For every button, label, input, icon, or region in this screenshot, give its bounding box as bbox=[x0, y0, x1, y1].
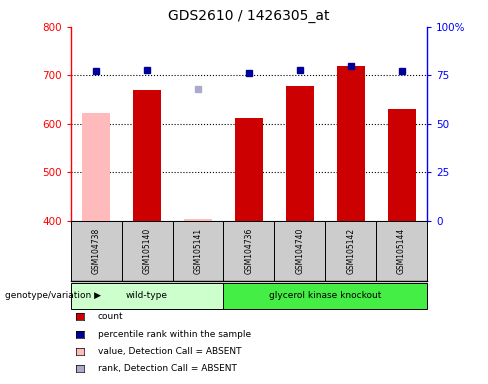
Bar bbox=[274, 221, 325, 281]
Bar bbox=[376, 221, 427, 281]
Text: percentile rank within the sample: percentile rank within the sample bbox=[98, 329, 251, 339]
Bar bbox=[387, 109, 416, 221]
Bar bbox=[133, 90, 161, 221]
Text: GSM104738: GSM104738 bbox=[92, 228, 101, 274]
Text: wild-type: wild-type bbox=[126, 291, 168, 300]
Bar bbox=[122, 221, 173, 281]
Bar bbox=[173, 221, 224, 281]
Bar bbox=[286, 86, 314, 221]
Title: GDS2610 / 1426305_at: GDS2610 / 1426305_at bbox=[168, 9, 329, 23]
Bar bbox=[71, 221, 122, 281]
Bar bbox=[82, 113, 110, 221]
Text: GSM105144: GSM105144 bbox=[397, 228, 406, 274]
Bar bbox=[224, 283, 427, 309]
Text: GSM105141: GSM105141 bbox=[193, 228, 203, 274]
Text: count: count bbox=[98, 312, 123, 321]
Bar bbox=[325, 221, 376, 281]
Bar bbox=[224, 221, 274, 281]
Text: GSM105140: GSM105140 bbox=[142, 228, 152, 274]
Text: glycerol kinase knockout: glycerol kinase knockout bbox=[269, 291, 382, 300]
Bar bbox=[184, 219, 212, 221]
Text: GSM104740: GSM104740 bbox=[295, 228, 305, 274]
Text: GSM104736: GSM104736 bbox=[244, 228, 253, 274]
Bar bbox=[71, 283, 224, 309]
Text: value, Detection Call = ABSENT: value, Detection Call = ABSENT bbox=[98, 347, 241, 356]
Text: genotype/variation ▶: genotype/variation ▶ bbox=[5, 291, 101, 300]
Bar bbox=[337, 66, 365, 221]
Text: GSM105142: GSM105142 bbox=[346, 228, 355, 274]
Text: rank, Detection Call = ABSENT: rank, Detection Call = ABSENT bbox=[98, 364, 237, 373]
Bar bbox=[235, 118, 263, 221]
